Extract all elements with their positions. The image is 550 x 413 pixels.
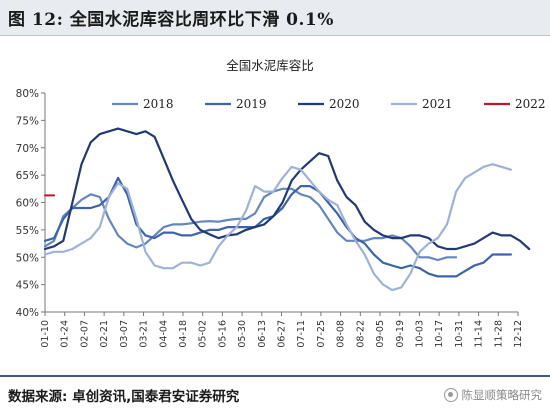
legend-label-2021: 2021 [422,97,453,111]
watermark-text: 陈显顺策略研究 [461,388,543,402]
wechat-icon [443,388,458,402]
chart-title: 全国水泥库容比 [226,58,314,73]
series-line-2020 [43,127,531,251]
x-tick-label: 05-02 [198,320,209,348]
line-chart: 全国水泥库容比 2018 2019 2020 2021 2022 40% 45% 50% 55… [16,58,546,348]
x-tick-label: 08-22 [355,320,366,348]
y-tick-label: 65% [16,170,39,182]
x-tick-label: 05-16 [217,320,228,348]
x-tick-label: 11-14 [474,320,485,348]
chart-legend: 2018 2019 2020 2021 2022 [112,97,546,111]
x-tick-label: 08-08 [336,320,347,348]
x-tick-label: 09-05 [375,320,386,348]
figure-header: 图 12: 全国水泥库容比周环比下滑 0.1% [0,0,550,36]
x-tick-label: 09-19 [395,320,406,348]
x-tick-label: 03-21 [139,320,150,348]
x-tick-label: 01-24 [60,320,71,348]
figure-title: 图 12: 全国水泥库容比周环比下滑 0.1% [8,10,334,30]
series-line-2021 [43,163,512,292]
figure-footer: 数据来源: 卓创资讯,国泰君安证券研究 陈显顺策略研究 [0,375,550,413]
x-tick-label: 10-03 [414,320,425,348]
y-tick-label: 45% [16,280,39,292]
legend-label-2022: 2022 [515,97,546,111]
y-tick-label: 70% [16,143,39,155]
x-tick-label: 12-12 [513,320,524,348]
x-tick-label: 10-31 [454,320,465,348]
legend-label-2020: 2020 [329,97,360,111]
x-tick-label: 10-17 [434,320,445,348]
chart-axes: 40% 45% 50% 55% 60% 65% 70% 75% 80% 01-10 01-24 02-… [16,88,524,348]
y-tick-label: 60% [16,198,39,210]
chart-plot-area [43,127,531,292]
x-tick-label: 02-21 [99,320,110,348]
y-tick-label: 50% [16,252,39,264]
legend-label-2018: 2018 [143,97,174,111]
x-tick-label: 03-07 [119,320,130,348]
x-tick-label: 07-25 [316,320,327,348]
x-tick-label: 04-04 [158,320,169,348]
source-note: 数据来源: 卓创资讯,国泰君安证券研究 [8,389,240,405]
legend-label-2019: 2019 [236,97,267,111]
y-tick-label: 80% [16,88,39,100]
x-tick-label: 02-07 [79,320,90,348]
x-tick-label: 11-28 [493,320,504,348]
x-tick-label: 05-30 [237,320,248,348]
x-tick-label: 04-18 [178,320,189,348]
x-tick-label: 01-10 [40,320,51,348]
y-tick-label: 40% [16,307,39,319]
y-tick-label: 75% [16,115,39,127]
series-line-2019 [43,176,512,278]
chart-container: 全国水泥库容比 2018 2019 2020 2021 2022 40% 45% 50% 55… [0,38,550,374]
y-tick-label: 55% [16,225,39,237]
x-tick-label: 06-13 [257,320,268,348]
x-tick-label: 06-27 [277,320,288,348]
watermark: 陈显顺策略研究 [443,387,543,403]
x-tick-label: 07-11 [296,320,307,348]
